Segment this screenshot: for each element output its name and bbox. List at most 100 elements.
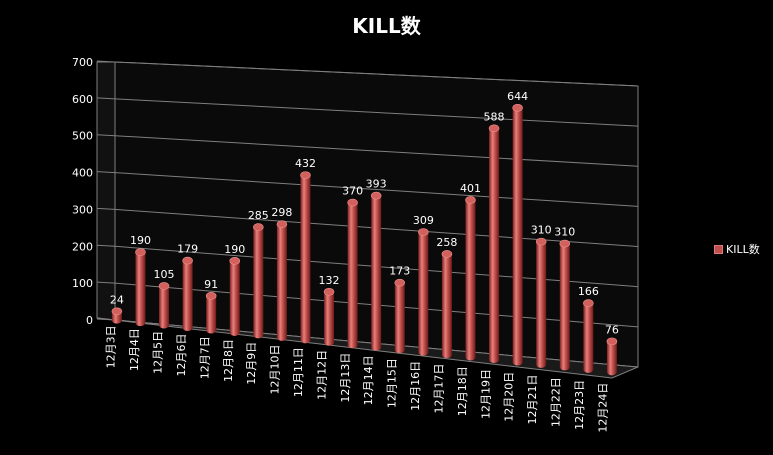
data-label: 310 — [531, 224, 552, 237]
x-tick-label: 12月7日 — [198, 336, 211, 379]
x-tick-label: 12月21日 — [526, 374, 539, 424]
bar-body — [418, 232, 429, 356]
bar-top — [488, 124, 500, 133]
bar — [347, 198, 358, 349]
bar-body — [512, 107, 523, 366]
data-label: 166 — [578, 285, 599, 298]
bar-top — [135, 248, 146, 256]
bar-top — [111, 307, 123, 316]
bar — [441, 250, 453, 359]
bar-top — [512, 103, 523, 112]
bar-top — [253, 223, 264, 231]
bar — [535, 237, 547, 368]
bar-top — [583, 299, 594, 307]
data-label: 298 — [271, 206, 292, 219]
bar-body — [394, 282, 405, 354]
bar — [135, 248, 146, 327]
bar-body — [229, 260, 240, 336]
bar-top — [300, 171, 311, 179]
x-tick-label: 12月6日 — [175, 334, 188, 377]
bar — [158, 282, 170, 329]
bar-body — [253, 227, 264, 339]
x-tick-label: 12月16日 — [409, 361, 422, 411]
x-tick-label: 12月14日 — [362, 355, 375, 405]
bar-top — [394, 278, 406, 287]
bar-top — [535, 237, 547, 246]
bar-top — [606, 337, 618, 346]
legend: KILL数 — [714, 241, 760, 257]
x-tick-label: 12月15日 — [386, 358, 399, 408]
y-axis: 0 100 200 300 400 500 600 700 — [72, 56, 93, 327]
bar — [323, 287, 335, 346]
bar-body — [347, 202, 358, 349]
x-tick-label: 12月13日 — [339, 353, 352, 403]
bar-body — [583, 303, 594, 373]
bar — [488, 124, 500, 364]
x-tick-label: 12月18日 — [456, 366, 469, 416]
data-label: 309 — [413, 214, 434, 227]
x-tick-label: 12月10日 — [269, 344, 282, 394]
bar — [111, 307, 123, 324]
bar-body — [300, 175, 311, 344]
grid-line-side — [96, 134, 116, 137]
bar — [418, 228, 429, 356]
grid-line — [114, 135, 639, 167]
data-label: 24 — [110, 293, 124, 306]
x-tick-label: 12月9日 — [245, 342, 258, 385]
bar-top — [229, 257, 241, 265]
data-label: 393 — [366, 178, 387, 191]
data-label: 91 — [204, 278, 218, 291]
x-tick-label: 12月22日 — [549, 377, 562, 427]
side-wall-plane — [96, 61, 116, 321]
bar — [606, 337, 618, 376]
bar-body — [536, 241, 547, 368]
bar — [512, 103, 523, 366]
legend-label: KILL数 — [726, 243, 760, 256]
bar-top — [347, 198, 358, 207]
x-tick-label: 12月5日 — [152, 331, 165, 374]
grid-line-side — [96, 171, 116, 174]
data-label: 285 — [248, 209, 269, 222]
data-label: 173 — [389, 265, 410, 278]
bar-top — [205, 292, 217, 300]
bar — [253, 223, 264, 339]
bar-top — [182, 256, 193, 265]
bars — [111, 103, 618, 376]
bar-body — [441, 253, 452, 359]
x-tick-label: 12月12日 — [315, 350, 328, 400]
bar — [229, 257, 241, 336]
x-tick-label: 12月17日 — [432, 364, 445, 414]
bar-body — [489, 128, 500, 364]
bar-top — [559, 239, 571, 248]
grid-line — [114, 98, 639, 127]
y-tick-label: 300 — [72, 203, 93, 216]
grid-line-side — [96, 207, 116, 210]
bar — [394, 278, 406, 354]
x-tick-label: 12月8日 — [222, 339, 235, 382]
data-label: 132 — [319, 274, 340, 287]
bar — [465, 196, 476, 361]
data-label: 179 — [177, 243, 198, 256]
bar-body — [182, 260, 193, 332]
x-tick-label: 12月4日 — [128, 328, 141, 371]
data-label: 432 — [295, 157, 316, 170]
bar — [276, 220, 288, 341]
bar-top — [323, 287, 335, 296]
x-tick-label: 12月23日 — [573, 380, 586, 430]
data-label: 190 — [130, 234, 151, 247]
bar-body — [465, 199, 476, 361]
data-label: 76 — [605, 323, 619, 336]
grid-line — [114, 61, 639, 87]
bar — [182, 256, 193, 332]
bar-body — [135, 252, 146, 327]
data-label: 190 — [224, 243, 245, 256]
bar-body — [559, 243, 570, 371]
data-label: 401 — [460, 182, 481, 195]
data-label: 370 — [342, 185, 363, 198]
bar-body — [159, 285, 170, 329]
grid-line-side — [96, 97, 116, 100]
y-tick-label: 700 — [72, 56, 93, 69]
bar — [300, 171, 311, 344]
bar — [583, 299, 594, 373]
